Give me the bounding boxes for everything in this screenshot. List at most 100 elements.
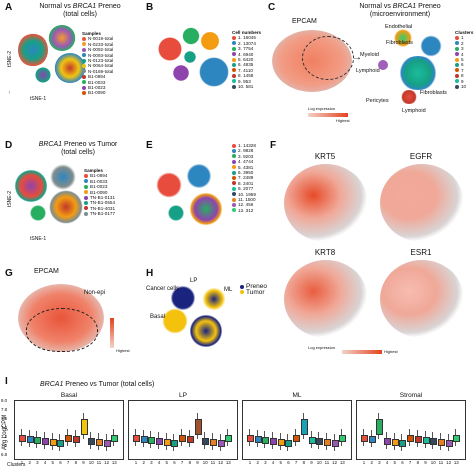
panel-e-legend-swatch — [232, 208, 236, 213]
panel-i-cluster-tick: 9 — [196, 460, 199, 465]
panel-h-legend: Preneo Tumor — [240, 283, 267, 296]
panel-b-legend-label: 4. 6940 — [238, 51, 254, 57]
panel-c-celltype-label: Pericytes — [366, 98, 389, 104]
panel-c-legend-swatch — [455, 84, 459, 89]
panel-d-xlabel: tSNE-1 — [30, 236, 47, 242]
panel-i-cluster-tick: 3 — [36, 460, 39, 465]
panel-i-cluster-tick: 4 — [385, 460, 389, 465]
panel-e-legend-swatch — [232, 197, 236, 202]
panel-d-legend-swatch — [84, 195, 88, 200]
panel-a-legend-item: N-0093-total — [82, 53, 113, 58]
panel-c-celltype-label: Lymphoid — [356, 68, 380, 74]
panel-i-box — [331, 440, 339, 447]
panel-c-colorbar — [308, 113, 348, 117]
panel-c-legend-item: 7 — [455, 68, 473, 73]
panel-a-legend-swatch — [82, 58, 86, 63]
panel-i-box — [300, 419, 308, 435]
panel-i-cluster-tick: 13 — [225, 460, 231, 465]
panel-h-legend-label: Tumor — [246, 288, 265, 296]
panel-i-box — [293, 435, 301, 442]
panel-i-box — [376, 419, 384, 435]
panel-e-legend-item: 8. 2401 — [232, 181, 256, 186]
panel-i-box — [323, 439, 331, 446]
panel-e-legend-item: 2. 9828 — [232, 148, 256, 153]
panel-i-cluster-tick: 9 — [310, 460, 313, 465]
panel-b-legend-item: 5. 6420 — [232, 57, 261, 62]
panel-b-legend-swatch — [232, 52, 236, 57]
panel-b-legend-label: 3. 7754 — [238, 46, 254, 52]
panel-b-legend-item: 1. 16045 — [232, 35, 261, 40]
panel-i-cluster-tick: 8 — [74, 460, 78, 465]
panel-i-cluster-tick: 8 — [188, 460, 192, 465]
panel-g-tsne — [16, 278, 106, 354]
panel-i-ytick: 7.6 — [1, 416, 8, 422]
panel-e-legend-swatch — [232, 159, 236, 164]
panel-e-legend-swatch — [232, 149, 236, 154]
panel-h-label: ML — [224, 287, 233, 293]
panel-c-legend-label: 2 — [461, 40, 464, 46]
panel-i-box — [225, 435, 233, 442]
panel-i-box-title: ML — [292, 392, 302, 399]
panel-d-legend-label: B1-0894 — [90, 173, 108, 179]
panel-c-legend-swatch — [455, 63, 459, 68]
panel-b-legend-label: 6. 4835 — [238, 62, 254, 68]
panel-g-letter: G — [5, 268, 13, 279]
panel-i-cluster-tick: 11 — [210, 460, 216, 465]
panel-e-legend-swatch — [232, 165, 236, 170]
panel-h-tsne — [150, 280, 240, 356]
panel-c-legend-item: 5 — [455, 57, 473, 62]
panel-b-legend: Cell numbers 1. 16045 2. 13074 3. 7754 4. 6… — [232, 30, 261, 89]
panel-e-tsne — [152, 160, 232, 236]
panel-i-title: BRCA1 Preneo vs Tumor (total cells) — [40, 381, 155, 388]
panel-i-cluster-tick: 3 — [264, 460, 267, 465]
panel-a-legend-swatch — [82, 91, 86, 95]
panel-e-legend-swatch — [232, 181, 236, 186]
panel-d-legend-item: TN-B1-0177 — [84, 211, 115, 216]
panel-e-legend-label: 3. 9203 — [238, 153, 254, 159]
panel-b-legend-swatch — [232, 46, 236, 51]
panel-i-cluster-tick: 2 — [370, 460, 373, 465]
panel-d-legend-item: B1-0023 — [84, 184, 115, 189]
panel-i-box-title: LP — [179, 392, 187, 399]
panel-i-box — [414, 436, 422, 443]
panel-i-box — [308, 437, 316, 444]
panel-e-legend-item: 11. 1500 — [232, 197, 256, 202]
panel-i-boxplot-stromal: Stromal 1 2 3 4 5 6 7 8 9 10 11 12 13 — [356, 392, 466, 465]
panel-b-legend-item: 4. 6940 — [232, 52, 261, 57]
panel-i-cluster-tick: 5 — [279, 460, 282, 465]
panel-a-legend-swatch — [82, 74, 86, 79]
panel-i-cluster-tick: 7 — [180, 460, 184, 465]
panel-i-box-title: Basal — [60, 392, 78, 399]
panel-i-cluster-tick: 1 — [248, 460, 252, 465]
panel-a-legend-item: N-0123-total — [82, 58, 113, 63]
panel-c-legend-label: 4 — [461, 51, 464, 57]
panel-d-legend-item: B1-0090 — [84, 190, 115, 195]
panel-a-legend-label: N-0233-total — [88, 41, 114, 47]
panel-i-box — [34, 437, 42, 444]
panel-i-ytick: 7.4 — [1, 425, 8, 431]
panel-i-box — [111, 435, 119, 442]
panel-i-cluster-tick: 3 — [378, 460, 381, 465]
panel-i-box — [88, 438, 96, 445]
panel-a-legend-label: B1-0894 — [88, 74, 106, 80]
panel-d-legend: Samples B1-0894 B1-0033 B1-0023 B1-0090 TN-B… — [84, 168, 115, 217]
panel-d-legend-swatch — [84, 174, 88, 179]
panel-c-title: Normal vs BRCA1 Preneo (microenvironment… — [359, 3, 441, 18]
panel-a-legend-item: B1-0894 — [82, 74, 113, 79]
panel-a-legend-swatch — [82, 85, 86, 90]
panel-i-cluster-tick: 7 — [294, 460, 298, 465]
panel-c-legend-item: 4 — [455, 52, 473, 57]
panel-h-legend-swatch — [240, 284, 244, 289]
panel-a-legend-label: B1-0023 — [88, 84, 106, 90]
panel-a-legend-label: N-0064-total — [88, 63, 114, 69]
panel-i-cluster-tick: 6 — [59, 460, 62, 465]
panel-h-legend-item: Preneo — [240, 283, 267, 290]
panel-d-legend-label: TN-B1-0131 — [90, 194, 116, 200]
panel-d-tsne — [12, 160, 92, 232]
panel-c-legend-label: 8 — [461, 73, 464, 79]
panel-c-legend-swatch — [455, 36, 459, 41]
panel-e-legend-label: 9. 2077 — [238, 186, 254, 192]
panel-i-cluster-tick: 4 — [271, 460, 275, 465]
panel-e-legend-item: 7. 2489 — [232, 175, 256, 180]
panel-i-box — [57, 440, 65, 447]
